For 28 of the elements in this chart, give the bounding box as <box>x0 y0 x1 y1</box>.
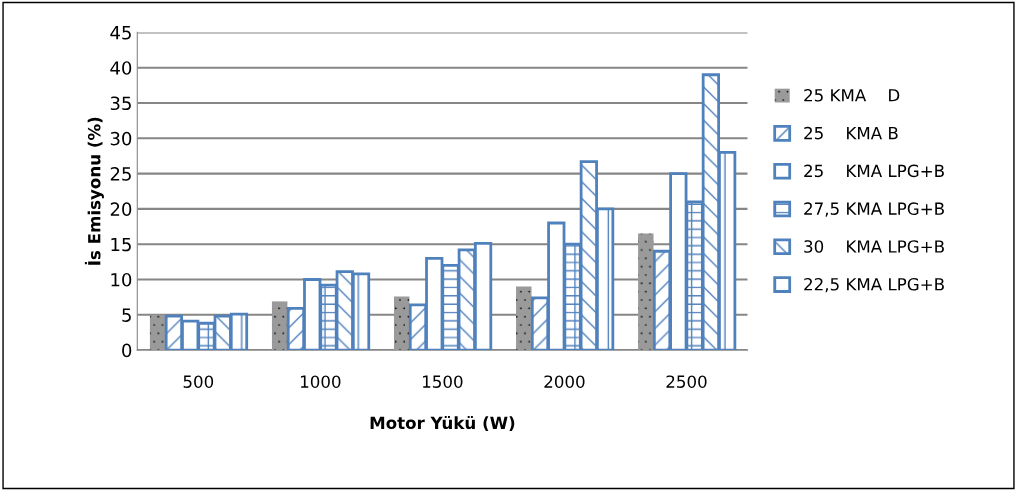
legend-label: 25 KMA B <box>804 126 898 140</box>
y-axis-title: İs Emisyonu (%) <box>84 117 104 265</box>
legend-label: 25 KMA LPG+B <box>804 164 944 178</box>
y-tick-label: 15 <box>111 237 131 252</box>
bar <box>149 314 166 351</box>
bar <box>271 301 288 351</box>
x-tick-label: 1500 <box>423 375 463 388</box>
y-tick-label: 10 <box>111 272 132 287</box>
legend-label: 22,5 KMA LPG+B <box>804 277 944 293</box>
bar <box>516 286 532 351</box>
x-tick-label: 2000 <box>544 375 585 388</box>
x-tick-label: 2500 <box>666 375 707 388</box>
y-tick-label: 5 <box>122 308 131 322</box>
y-tick-label: 20 <box>110 202 132 217</box>
legend-label: 25 KMA D <box>804 88 900 102</box>
bar <box>638 233 654 351</box>
y-tick-label: 0 <box>122 343 132 358</box>
legend-label: 27,5 KMA LPG+B <box>804 202 944 217</box>
y-tick-label: 25 <box>110 167 131 181</box>
bar <box>393 296 410 351</box>
x-tick-label: 1000 <box>300 375 341 388</box>
y-tick-label: 45 <box>110 26 131 40</box>
y-tick-label: 35 <box>110 96 131 111</box>
y-tick-label: 40 <box>110 61 132 75</box>
legend-label: 30 KMA LPG+B <box>804 240 944 253</box>
x-axis-title: Motor Yükü (W) <box>370 415 515 432</box>
y-tick-label: 30 <box>110 131 132 146</box>
x-tick-label: 500 <box>183 375 214 388</box>
